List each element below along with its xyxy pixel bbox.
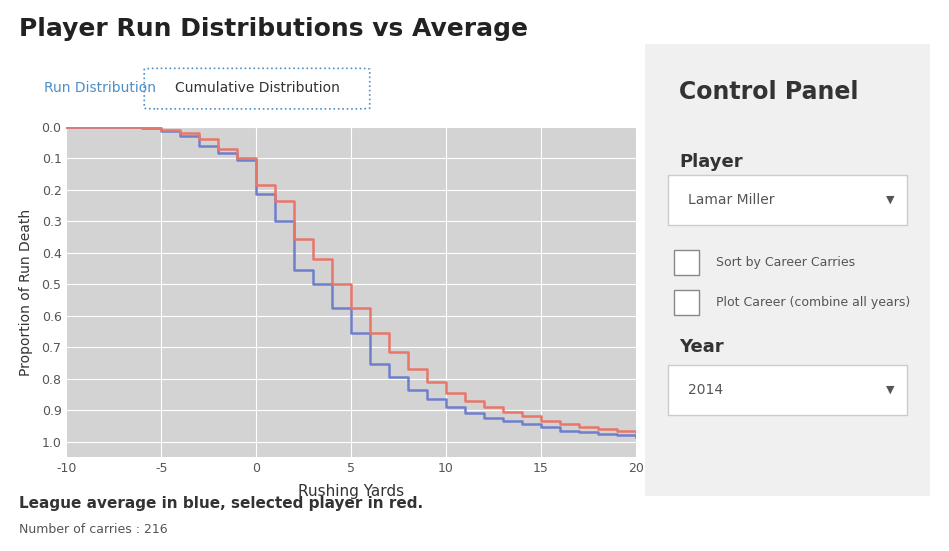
Text: Lamar Miller: Lamar Miller — [688, 193, 774, 207]
Text: ▼: ▼ — [886, 385, 894, 395]
Text: Player Run Distributions vs Average: Player Run Distributions vs Average — [19, 17, 528, 41]
Text: 2014: 2014 — [688, 383, 723, 397]
Text: Number of carries : 216: Number of carries : 216 — [19, 523, 168, 537]
Text: League average in blue, selected player in red.: League average in blue, selected player … — [19, 496, 423, 511]
X-axis label: Rushing Yards: Rushing Yards — [298, 484, 404, 499]
Text: Run Distribution: Run Distribution — [44, 81, 156, 95]
Text: Year: Year — [679, 338, 724, 356]
FancyBboxPatch shape — [668, 175, 907, 225]
Text: Control Panel: Control Panel — [679, 80, 859, 104]
FancyBboxPatch shape — [668, 365, 907, 414]
Text: Player: Player — [679, 153, 743, 170]
FancyBboxPatch shape — [640, 35, 936, 505]
Text: Sort by Career Carries: Sort by Career Carries — [716, 256, 856, 269]
Text: Plot Career (combine all years): Plot Career (combine all years) — [716, 296, 911, 310]
Text: ▼: ▼ — [886, 195, 894, 205]
FancyBboxPatch shape — [674, 290, 699, 315]
FancyBboxPatch shape — [674, 250, 699, 274]
FancyBboxPatch shape — [144, 68, 370, 109]
Text: Cumulative Distribution: Cumulative Distribution — [175, 81, 340, 95]
Y-axis label: Proportion of Run Death: Proportion of Run Death — [19, 208, 33, 376]
